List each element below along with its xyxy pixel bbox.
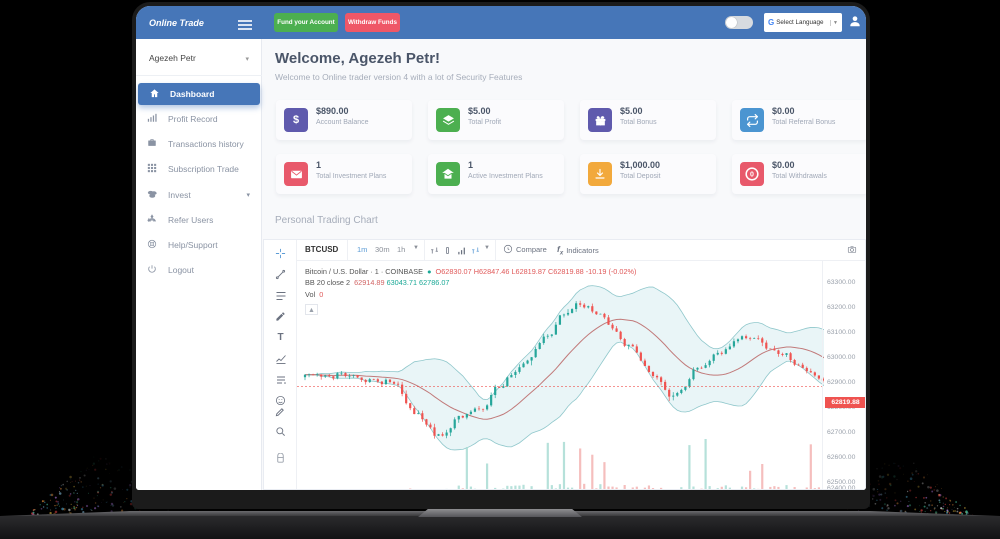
svg-text:0: 0 [750, 171, 754, 178]
